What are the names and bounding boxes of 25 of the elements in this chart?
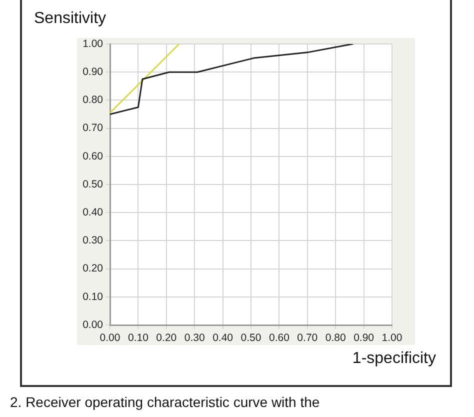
x-tick-label: 0.40 xyxy=(212,332,234,344)
y-tick-label: 0.50 xyxy=(82,178,104,190)
y-tick-label: 0.70 xyxy=(82,122,104,134)
x-tick-label: 0.30 xyxy=(184,332,205,344)
y-axis-title: Sensitivity xyxy=(34,10,106,28)
x-tick-label: 0.50 xyxy=(240,332,262,344)
y-tick-label: 0.60 xyxy=(82,150,104,162)
y-tick-label: 0.80 xyxy=(82,94,104,106)
x-tick-label: 0.20 xyxy=(156,332,177,344)
x-axis-title: 1-specificity xyxy=(352,350,436,368)
x-tick-label: 0.10 xyxy=(128,332,149,344)
y-tick-label: 0.30 xyxy=(82,234,104,247)
x-tick-label: 0.00 xyxy=(100,332,120,344)
x-tick-label: 0.70 xyxy=(297,332,318,344)
x-tick-label: 1.00 xyxy=(382,332,402,344)
y-tick-label: 0.20 xyxy=(82,262,104,275)
y-tick-label: 0.00 xyxy=(82,318,104,331)
x-tick-label: 0.90 xyxy=(354,332,374,344)
x-tick-label: 0.60 xyxy=(268,332,290,344)
y-tick-label: 0.90 xyxy=(82,66,104,78)
y-tick-label: 0.10 xyxy=(82,290,104,303)
y-tick-label: 0.40 xyxy=(82,206,104,218)
text: 2. Receiver operating characteristic curve with the xyxy=(10,394,320,410)
x-tick-label: 0.80 xyxy=(325,332,346,344)
y-tick-label: 1.00 xyxy=(82,38,104,50)
